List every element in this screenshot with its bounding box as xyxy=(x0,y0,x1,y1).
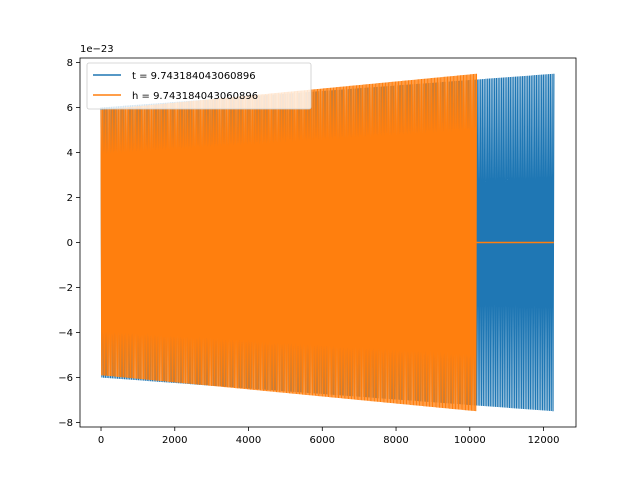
y-axis: −8 −6 −4 −2 0 2 4 6 8 xyxy=(58,58,80,429)
legend-label: h = 9.743184043060896 xyxy=(132,91,258,102)
y-tick-label: −6 xyxy=(58,373,73,384)
legend: t = 9.743184043060896 h = 9.7431840430608… xyxy=(86,62,312,110)
x-tick-label: 12000 xyxy=(528,435,560,446)
y-tick-label: 6 xyxy=(67,103,73,114)
x-tick-label: 4000 xyxy=(236,435,261,446)
y-tick-label: −8 xyxy=(58,418,73,429)
y-tick-label: 0 xyxy=(67,238,73,249)
y-tick-label: 4 xyxy=(67,148,73,159)
x-tick-label: 0 xyxy=(98,435,104,446)
y-offset-label: 1e−23 xyxy=(80,44,114,55)
y-tick-label: −4 xyxy=(58,328,73,339)
y-tick-label: 8 xyxy=(67,58,73,69)
y-tick-label: −2 xyxy=(58,283,73,294)
y-tick-label: 2 xyxy=(67,193,73,204)
legend-label: t = 9.743184043060896 xyxy=(132,71,256,82)
x-tick-label: 10000 xyxy=(454,435,486,446)
legend-box xyxy=(86,62,312,110)
x-axis: 0 2000 4000 6000 8000 10000 12000 xyxy=(98,427,560,446)
x-tick-label: 2000 xyxy=(162,435,187,446)
x-tick-label: 8000 xyxy=(383,435,408,446)
x-tick-label: 6000 xyxy=(310,435,335,446)
